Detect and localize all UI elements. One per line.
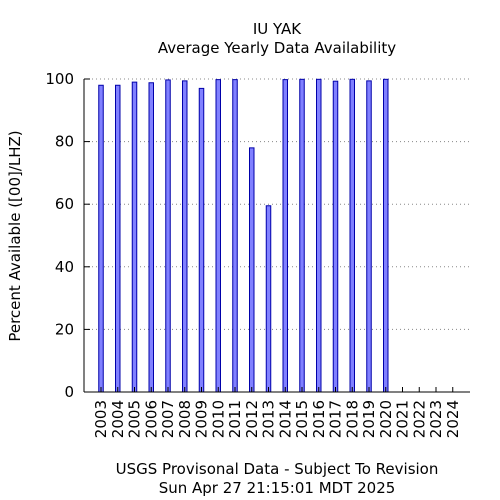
x-tick-label-2012: 2012 (243, 400, 261, 438)
y-axis-label: Percent Available ([00]/LHZ) (6, 130, 24, 341)
x-tick-label-2009: 2009 (193, 400, 211, 438)
chart-title: IU YAK (253, 20, 302, 38)
bars-group (98, 78, 389, 393)
bar-2013 (265, 205, 272, 393)
bar-2004 (115, 84, 121, 393)
y-tick-label: 100 (45, 70, 74, 88)
footer-timestamp: Sun Apr 27 21:15:01 MDT 2025 (159, 479, 396, 497)
y-tick-label: 0 (64, 383, 74, 401)
x-tick-label-2014: 2014 (276, 400, 294, 438)
chart-subtitle: Average Yearly Data Availability (158, 39, 396, 57)
x-tick-label-2003: 2003 (92, 400, 110, 438)
bar-2005 (131, 81, 138, 393)
grid-lines (84, 78, 470, 330)
x-tick-label-2011: 2011 (226, 400, 244, 438)
x-tick-label-2019: 2019 (360, 400, 378, 438)
x-tick-label-2007: 2007 (159, 400, 177, 438)
bar-2008 (182, 80, 188, 393)
y-tick-label: 60 (55, 195, 74, 213)
x-tick-label-2004: 2004 (109, 400, 127, 438)
y-tick-labels: 0 20 40 60 80 100 (45, 70, 74, 401)
x-tick-labels: 2003200420052006200720082009201020112012… (92, 400, 462, 438)
x-tick-label-2015: 2015 (293, 400, 311, 438)
x-tick-label-2021: 2021 (394, 400, 412, 438)
bar-2018 (349, 78, 355, 393)
bar-2015 (299, 78, 305, 393)
bar-2016 (316, 78, 322, 393)
bar-2017 (332, 80, 339, 393)
x-tick-label-2022: 2022 (410, 400, 428, 438)
bar-2014 (282, 79, 288, 393)
bar-2009 (198, 87, 205, 393)
y-tick-label: 80 (55, 133, 74, 151)
x-tick-label-2016: 2016 (310, 400, 328, 438)
bar-2007 (165, 79, 171, 393)
y-tick-label: 20 (55, 320, 74, 338)
x-tick-label-2006: 2006 (142, 400, 160, 438)
bar-2006 (148, 82, 154, 393)
bar-2012 (249, 147, 255, 393)
bar-2003 (98, 84, 104, 393)
x-tick-label-2013: 2013 (260, 400, 278, 438)
footer-provisional: USGS Provisonal Data - Subject To Revisi… (116, 460, 439, 478)
x-tick-label-2018: 2018 (343, 400, 361, 438)
bar-2019 (366, 80, 372, 393)
y-tick-label: 40 (55, 258, 74, 276)
x-tick-label-2020: 2020 (377, 400, 395, 438)
x-tick-label-2010: 2010 (209, 400, 227, 438)
axes (83, 78, 470, 393)
x-tick-label-2023: 2023 (427, 400, 445, 438)
x-tick-label-2024: 2024 (444, 400, 462, 438)
bar-2011 (232, 79, 238, 393)
x-tick-label-2008: 2008 (176, 400, 194, 438)
bar-2010 (215, 79, 221, 393)
bar-2020 (383, 78, 389, 393)
x-tick-label-2017: 2017 (327, 400, 345, 438)
x-tick-label-2005: 2005 (126, 400, 144, 438)
